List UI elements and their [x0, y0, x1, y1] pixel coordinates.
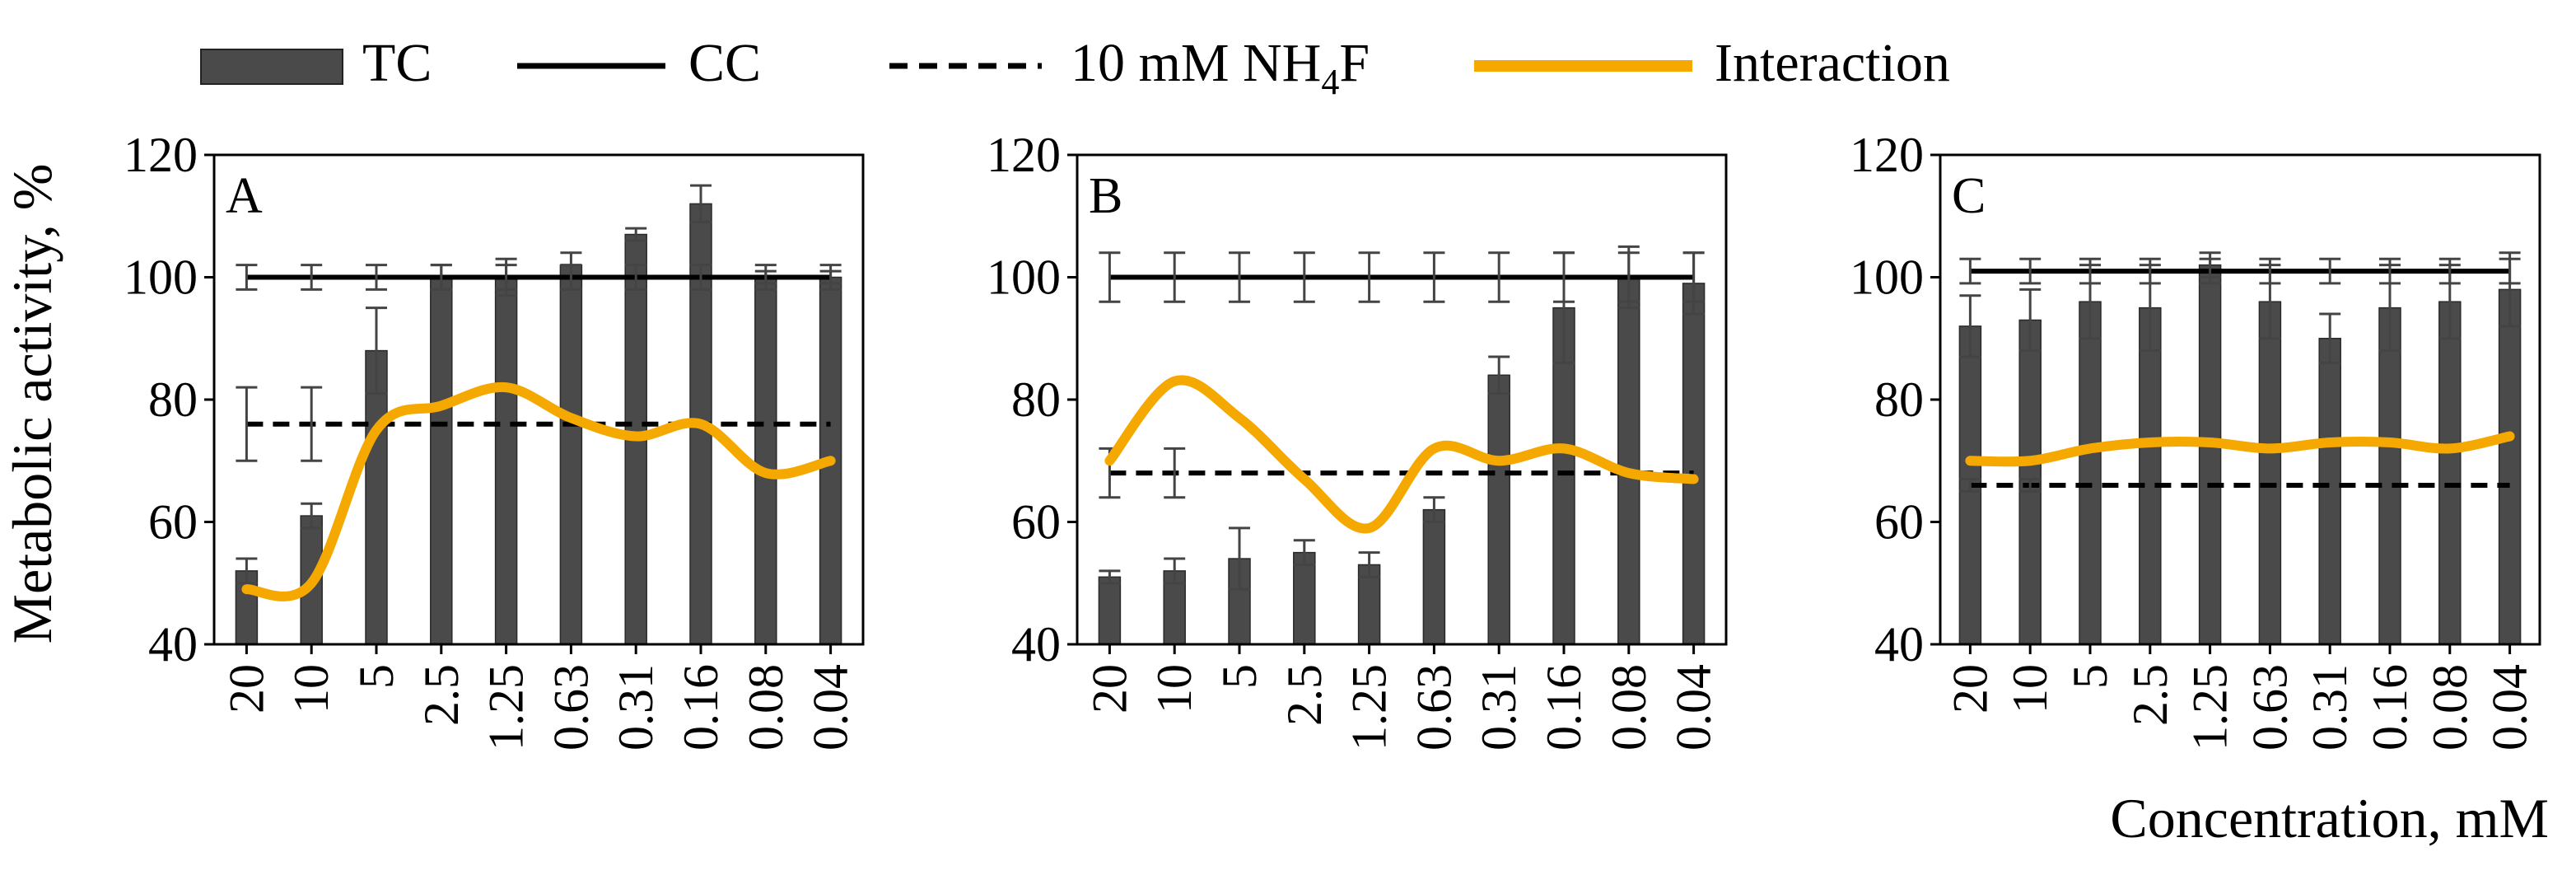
- panel-a: 40 60 80 100 120 20 10 5 2.5 1.25 0.63 0.31 0.16 0.08…: [124, 128, 865, 751]
- x-tick-label: 10: [284, 664, 338, 714]
- x-tick-label: 2.5: [2123, 664, 2177, 726]
- x-tick-label: 1.25: [479, 664, 534, 751]
- x-tick-label: 0.16: [674, 664, 728, 751]
- panel-c: 40 60 80 100 120 20 10 5 2.5 1.25 0.63 0.31 0.16 0.08…: [1850, 128, 2541, 751]
- y-tick-label: 40: [148, 617, 198, 671]
- x-tick-label: 0.31: [1472, 664, 1526, 751]
- tc-bar: [2438, 301, 2462, 645]
- x-tick-label: 10: [1147, 664, 1202, 714]
- x-axis-label: Concentration, mM: [2110, 787, 2549, 849]
- y-tick-label: 80: [148, 372, 198, 427]
- y-tick-label: 60: [1874, 495, 1924, 550]
- interaction-line: [241, 381, 836, 601]
- x-tick-label: 5: [349, 664, 404, 689]
- legend-nh4f-label: 10 mM NH4F: [1071, 33, 1370, 102]
- legend-nh4f-subscript: 4: [1321, 62, 1339, 102]
- panel-label: B: [1089, 168, 1122, 224]
- y-tick-label: 100: [124, 250, 198, 305]
- panel-label: C: [1952, 168, 1986, 224]
- tc-bar: [2018, 319, 2042, 645]
- y-tick-label: 100: [1850, 250, 1924, 305]
- tc-bar: [1682, 283, 1706, 645]
- x-tick-label: 2.5: [1277, 664, 1332, 726]
- legend-cc-label: CC: [688, 33, 761, 93]
- x-tick-label: 0.63: [544, 664, 598, 751]
- tc-bar: [1617, 276, 1640, 645]
- x-tick-label: 0.63: [2242, 664, 2297, 751]
- x-tick-label: 0.08: [1602, 664, 1656, 751]
- x-tick-label: 0.63: [1407, 664, 1461, 751]
- x-tick-label: 1.25: [1342, 664, 1397, 751]
- x-tick-label: 0.04: [804, 664, 858, 751]
- panel-label: A: [226, 168, 263, 224]
- x-tick-label: 0.31: [609, 664, 663, 751]
- x-tick-label: 0.16: [2363, 664, 2417, 751]
- tc-bar: [2079, 301, 2102, 645]
- x-tick-label: 20: [1082, 664, 1136, 714]
- y-tick-label: 40: [1874, 617, 1924, 671]
- x-tick-label: 10: [2003, 664, 2057, 714]
- tc-bar: [1422, 508, 1446, 645]
- tc-bar: [2139, 306, 2162, 645]
- tc-bar: [2378, 306, 2401, 645]
- y-tick-label: 60: [1011, 495, 1061, 550]
- y-tick-label: 120: [124, 128, 198, 182]
- y-tick-label: 100: [987, 250, 1061, 305]
- x-tick-label: 20: [1943, 664, 1997, 714]
- tc-bar: [2498, 288, 2522, 645]
- y-tick-label: 120: [987, 128, 1061, 182]
- panel-b: 40 60 80 100 120 20 10 5 2.5 1.25 0.63 0.31 0.16 0.08…: [987, 128, 1728, 751]
- tc-bar: [494, 276, 518, 645]
- interaction-line: [1104, 375, 1699, 534]
- y-tick-label: 60: [148, 495, 198, 550]
- x-tick-label: 0.16: [1537, 664, 1591, 751]
- interaction-line: [1965, 431, 2515, 467]
- legend-tc-swatch: [200, 49, 343, 85]
- tc-bar: [2258, 301, 2282, 645]
- x-tick-label: 2.5: [414, 664, 469, 726]
- tc-bar: [2198, 264, 2222, 645]
- tc-bar: [1293, 551, 1316, 645]
- y-tick-label: 80: [1011, 372, 1061, 427]
- y-tick-label: 120: [1850, 128, 1924, 182]
- x-tick-label: 5: [2063, 664, 2117, 689]
- x-tick-label: 0.08: [2423, 664, 2477, 751]
- x-tick-label: 0.31: [2303, 664, 2357, 751]
- x-tick-label: 1.25: [2183, 664, 2238, 751]
- legend-tc-label: TC: [362, 33, 432, 93]
- tc-bar: [2318, 338, 2341, 645]
- x-tick-label: 0.08: [739, 664, 793, 751]
- legend-interaction-label: Interaction: [1715, 33, 1950, 93]
- x-tick-label: 20: [219, 664, 273, 714]
- tc-bar: [754, 276, 777, 645]
- x-tick-label: 0.04: [2483, 664, 2537, 751]
- x-tick-label: 5: [1212, 664, 1267, 689]
- tc-bar: [559, 264, 583, 645]
- legend: TC CC 10 mM NH4F Interaction: [200, 33, 1950, 102]
- y-tick-label: 80: [1874, 372, 1924, 427]
- tc-bar: [1098, 576, 1122, 645]
- y-tick-label: 40: [1011, 617, 1061, 671]
- tc-bar: [430, 276, 453, 645]
- y-axis-label: Metabolic activity, %: [1, 164, 63, 644]
- tc-bar: [1487, 374, 1510, 645]
- x-tick-label: 0.04: [1667, 664, 1721, 751]
